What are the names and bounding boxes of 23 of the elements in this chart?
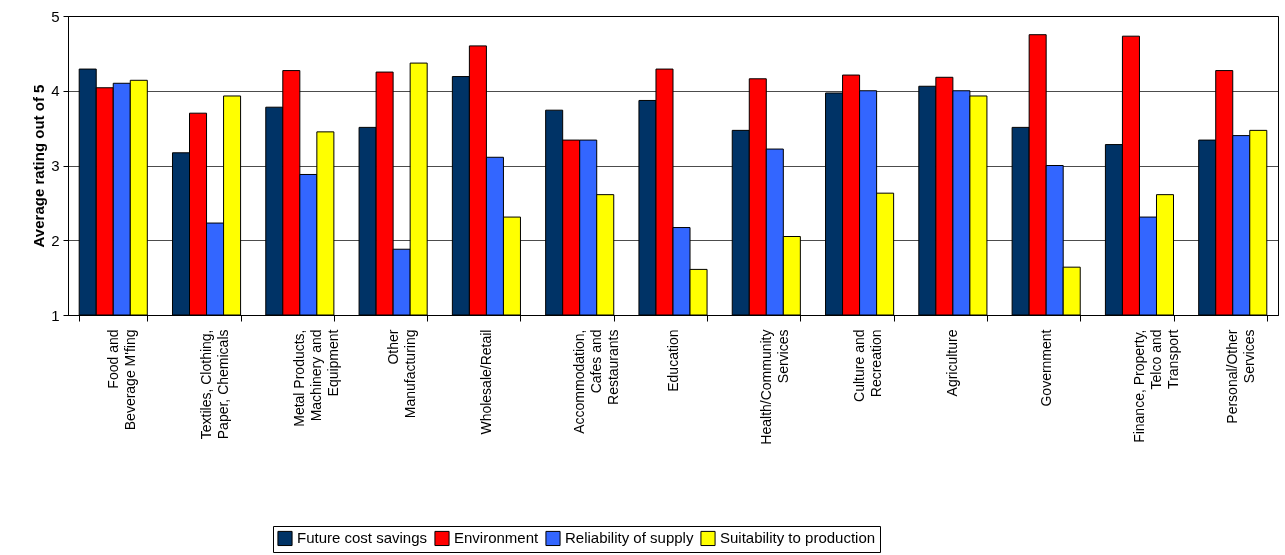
x-tick-label: Food and Beverage M'fing (104, 329, 138, 431)
legend-label: Reliability of supply (565, 529, 694, 547)
y-tick-label: 5 (51, 7, 60, 25)
x-tick-label: Culture and Recreation (851, 329, 885, 402)
legend-label: Future cost savings (297, 529, 428, 547)
legend-label: Suitability to production (720, 529, 876, 547)
x-tick-label: Other Manufacturing (384, 329, 418, 419)
x-tick-label: Agriculture (944, 329, 961, 397)
x-tick-label: Accommodation, Cafes and Restaurants (571, 329, 622, 434)
x-tick-label: Education (664, 329, 681, 392)
x-tick-label: Textiles, Clothing, Paper, Chemicals (198, 329, 232, 440)
x-tick-label: Health/Community Services (757, 329, 791, 445)
y-tick-label: 3 (51, 157, 60, 174)
x-tick-label: Wholesale/Retail (477, 329, 494, 435)
y-tick-label: 1 (51, 306, 60, 324)
x-tick-label: Metal Products, Machinery and Equipment (291, 329, 342, 427)
x-tick-label: Personal/Other Services (1224, 329, 1258, 424)
x-tick-label: Government (1037, 329, 1054, 407)
legend-label: Environment (454, 529, 540, 547)
x-tick-label: Finance, Property, Telco and Transport (1130, 329, 1181, 443)
y-tick-label: 2 (51, 231, 60, 249)
y-axis-title: Average rating out of 5 (30, 84, 48, 248)
y-tick-label: 4 (51, 82, 60, 100)
